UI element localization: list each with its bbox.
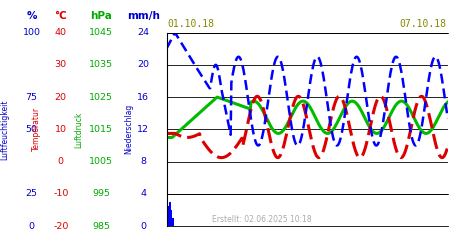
Bar	[168, 206, 170, 226]
Text: Luftfeuchtigkeit: Luftfeuchtigkeit	[0, 99, 9, 160]
Text: 1015: 1015	[89, 125, 113, 134]
Text: 20: 20	[137, 60, 149, 69]
Text: 20: 20	[55, 92, 67, 102]
Text: Luftdruck: Luftdruck	[74, 111, 83, 148]
Text: 25: 25	[26, 190, 37, 198]
Text: 0: 0	[58, 157, 64, 166]
Text: Temperatur: Temperatur	[32, 107, 41, 152]
Text: -10: -10	[53, 190, 68, 198]
Text: 40: 40	[55, 28, 67, 37]
Text: 1045: 1045	[89, 28, 113, 37]
Text: 985: 985	[92, 222, 110, 231]
Text: 30: 30	[55, 60, 67, 69]
Text: %: %	[26, 11, 37, 21]
Text: 50: 50	[26, 125, 37, 134]
Text: °C: °C	[54, 11, 67, 21]
Text: 12: 12	[137, 125, 149, 134]
Text: mm/h: mm/h	[126, 11, 160, 21]
Text: 1005: 1005	[89, 157, 113, 166]
Text: 16: 16	[137, 92, 149, 102]
Text: 100: 100	[22, 28, 40, 37]
Text: Niederschlag: Niederschlag	[124, 104, 133, 154]
Bar	[171, 210, 172, 226]
Bar	[169, 202, 171, 226]
Text: hPa: hPa	[90, 11, 112, 21]
Text: 1035: 1035	[89, 60, 113, 69]
Text: 10: 10	[55, 125, 67, 134]
Text: 995: 995	[92, 190, 110, 198]
Text: 24: 24	[137, 28, 149, 37]
Text: 8: 8	[140, 157, 146, 166]
Text: 0: 0	[140, 222, 146, 231]
Text: 75: 75	[26, 92, 37, 102]
Text: 01.10.18: 01.10.18	[167, 19, 214, 29]
Text: 0: 0	[28, 222, 35, 231]
Text: Erstellt: 02.06.2025 10:18: Erstellt: 02.06.2025 10:18	[212, 215, 311, 224]
Bar	[172, 218, 174, 226]
Text: -20: -20	[53, 222, 68, 231]
Text: 1025: 1025	[89, 92, 113, 102]
Text: 4: 4	[140, 190, 146, 198]
Text: 07.10.18: 07.10.18	[400, 19, 447, 29]
